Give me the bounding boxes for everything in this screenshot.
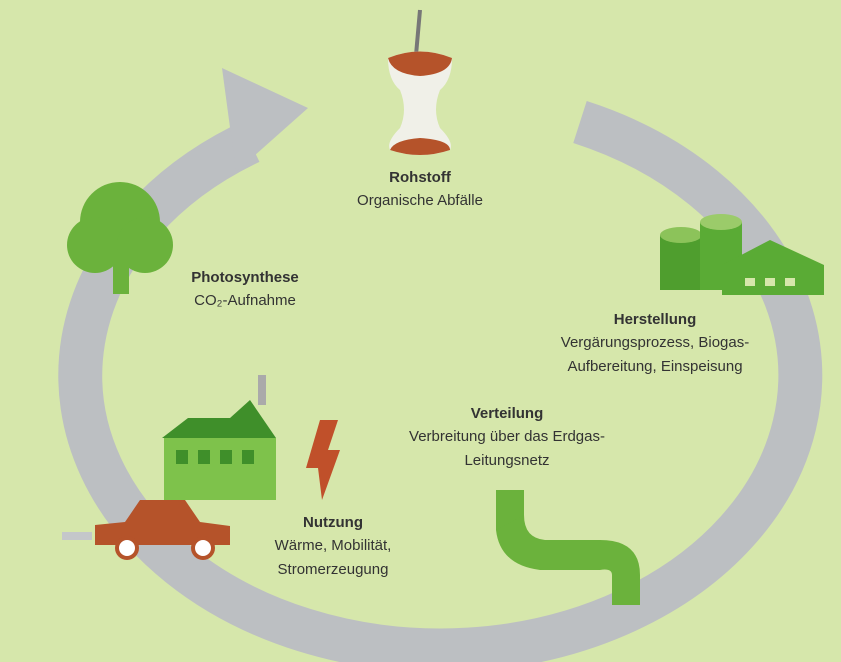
node-description: Verbreitung über das Erdgas- (409, 428, 605, 445)
node-description: Wärme, Mobilität, (275, 537, 392, 554)
node-title: Verteilung (471, 405, 544, 422)
node-description: Aufbereitung, Einspeisung (567, 358, 742, 375)
node-description: Stromerzeugung (278, 561, 389, 578)
node-title: Herstellung (614, 311, 697, 328)
node-description: Organische Abfälle (357, 192, 483, 209)
node-title: Photosynthese (191, 269, 299, 286)
node-description: CO₂-Aufnahme (194, 292, 296, 309)
node-title: Nutzung (303, 514, 363, 531)
node-description: Leitungsnetz (464, 452, 549, 469)
node-title: Rohstoff (389, 169, 452, 186)
node-description: Vergärungsprozess, Biogas- (561, 334, 749, 351)
diagram: Rohstoff Organische Abfälle Photosynthese C… (0, 0, 841, 662)
